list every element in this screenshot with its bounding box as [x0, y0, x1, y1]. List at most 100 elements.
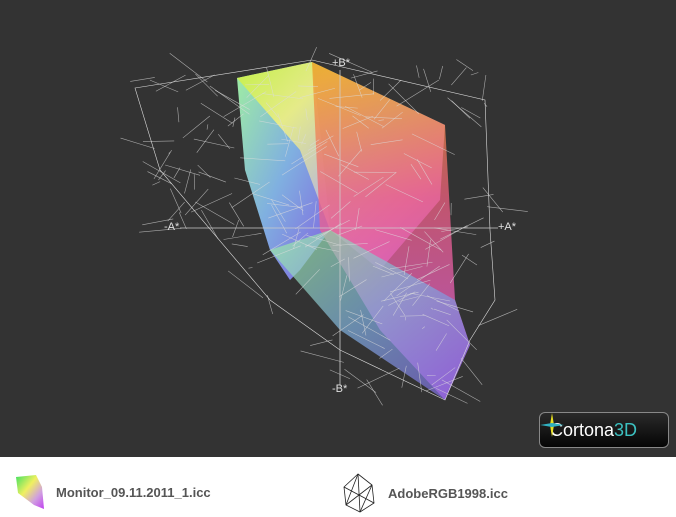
- wireframe-edge: [373, 99, 391, 120]
- wireframe-edge: [295, 204, 330, 230]
- wireframe-edge: [449, 253, 469, 284]
- wireframe-edge: [152, 181, 161, 186]
- wireframe-edge: [411, 133, 455, 155]
- wireframe-edge: [153, 149, 172, 180]
- wireframe-edge: [353, 74, 363, 98]
- wireframe-edge: [260, 91, 297, 118]
- wireframe-edge: [185, 74, 215, 91]
- wireframe-edge: [372, 265, 394, 275]
- wireframe-edge: [265, 102, 279, 118]
- wireframe-edge: [139, 228, 182, 233]
- cortona3d-logo[interactable]: Cortona 3D: [539, 412, 669, 448]
- wireframe-edge: [423, 68, 432, 93]
- wireframe-edge: [340, 164, 369, 180]
- wireframe-edge: [416, 65, 420, 78]
- wireframe-edge: [345, 310, 383, 325]
- wireframe-edge: [344, 106, 384, 127]
- wireframe-edge: [360, 309, 367, 336]
- wireframe-edge: [424, 231, 444, 253]
- wireframe-edge: [262, 231, 301, 256]
- wireframe-edge: [285, 126, 294, 157]
- wireframe-edge: [291, 141, 328, 165]
- wireframe-edge: [389, 279, 431, 293]
- wireframe-edge: [434, 227, 477, 235]
- wireframe-edge: [330, 258, 345, 267]
- wireframe-edge: [340, 275, 348, 301]
- wireframe-edge: [195, 73, 218, 97]
- wireframe-edge: [355, 208, 360, 231]
- wireframe-edge: [300, 350, 344, 363]
- gamut-plot[interactable]: [0, 0, 676, 457]
- wireframe-edge: [270, 199, 286, 222]
- wireframe-edge: [332, 314, 364, 337]
- wireframe-edge: [223, 233, 262, 240]
- wireframe-edge: [325, 129, 340, 157]
- wireframe-edge: [352, 115, 370, 129]
- legend-label: AdobeRGB1998.icc: [388, 485, 508, 501]
- wireframe-edge: [361, 305, 384, 334]
- wireframe-edge: [392, 292, 407, 316]
- wireframe-edge: [190, 193, 233, 213]
- wireframe-edge: [400, 315, 425, 317]
- wireframe-edge: [281, 146, 327, 176]
- wireframe-edge: [383, 273, 413, 302]
- wireframe-edge: [484, 102, 488, 107]
- wireframe-edge: [481, 74, 487, 101]
- wireframe-edge: [381, 111, 403, 129]
- wireframe-edge: [342, 115, 374, 129]
- color-gamut-solid-icon: [16, 475, 44, 509]
- wireframe-edge: [305, 47, 317, 72]
- wireframe-edge: [305, 244, 340, 252]
- axis-label-minus-a: -A*: [164, 221, 180, 233]
- wireframe-edge: [330, 201, 351, 219]
- wireframe-edge: [348, 257, 350, 282]
- wireframe-edge: [310, 339, 333, 346]
- wireframe-edge: [167, 201, 185, 222]
- wireframe-edge: [447, 97, 482, 128]
- wireframe-edge: [365, 172, 397, 198]
- wireframe-edge: [257, 245, 301, 264]
- wireframe-edge: [231, 243, 248, 247]
- wireframe-edge: [155, 74, 186, 92]
- wireframe-edge: [267, 295, 273, 315]
- wireframe-edge: [130, 77, 155, 82]
- wireframe-edge: [229, 202, 244, 227]
- 3d-gamut-viewer[interactable]: +B* -B* +A* -A* Cortona 3D: [0, 0, 676, 457]
- wireframe-edge: [120, 137, 155, 149]
- wireframe-edge: [470, 72, 479, 76]
- wireframe-edge: [431, 367, 456, 386]
- wireframe-edge: [356, 131, 362, 152]
- wireframe-edge: [461, 254, 478, 266]
- wireframe-edge: [266, 67, 275, 98]
- wireframe-edge: [366, 379, 383, 406]
- wireframe-edge: [435, 333, 447, 351]
- wireframe-edge: [196, 129, 215, 153]
- wireframe-edge: [440, 217, 484, 240]
- wireframe-edge: [441, 379, 481, 402]
- wireframe-edge: [198, 171, 226, 183]
- wireframe-edge: [305, 108, 308, 121]
- wireframe-edge: [436, 388, 468, 404]
- wireframe-edge: [422, 326, 425, 330]
- wireframe-edge: [262, 93, 304, 100]
- wireframe-edge: [271, 204, 287, 234]
- wireframe-edge: [487, 206, 528, 212]
- wireframe-edge: [332, 243, 368, 246]
- wireframe-edge: [378, 119, 384, 121]
- legend-item-monitor[interactable]: Monitor_09.11.2011_1.icc: [14, 473, 211, 511]
- wireframe-edge: [218, 134, 231, 150]
- wireframe-edge: [178, 212, 187, 229]
- wireframe-edge: [313, 201, 317, 228]
- wireframe-edge: [347, 330, 385, 349]
- wireframe-edge: [416, 159, 433, 185]
- wireframe-edge: [381, 266, 423, 278]
- wireframe-edge: [357, 367, 400, 389]
- adobergb-wireframe: [120, 47, 528, 406]
- wireframe-edge: [231, 181, 270, 208]
- legend-item-adobergb[interactable]: AdobeRGB1998.icc: [342, 473, 508, 513]
- logo-text: Cortona: [550, 419, 615, 440]
- wireframe-edge: [297, 126, 301, 141]
- wireframe-edge: [169, 52, 208, 83]
- wireframe-edge: [142, 161, 181, 184]
- wireframe-edge: [400, 227, 442, 251]
